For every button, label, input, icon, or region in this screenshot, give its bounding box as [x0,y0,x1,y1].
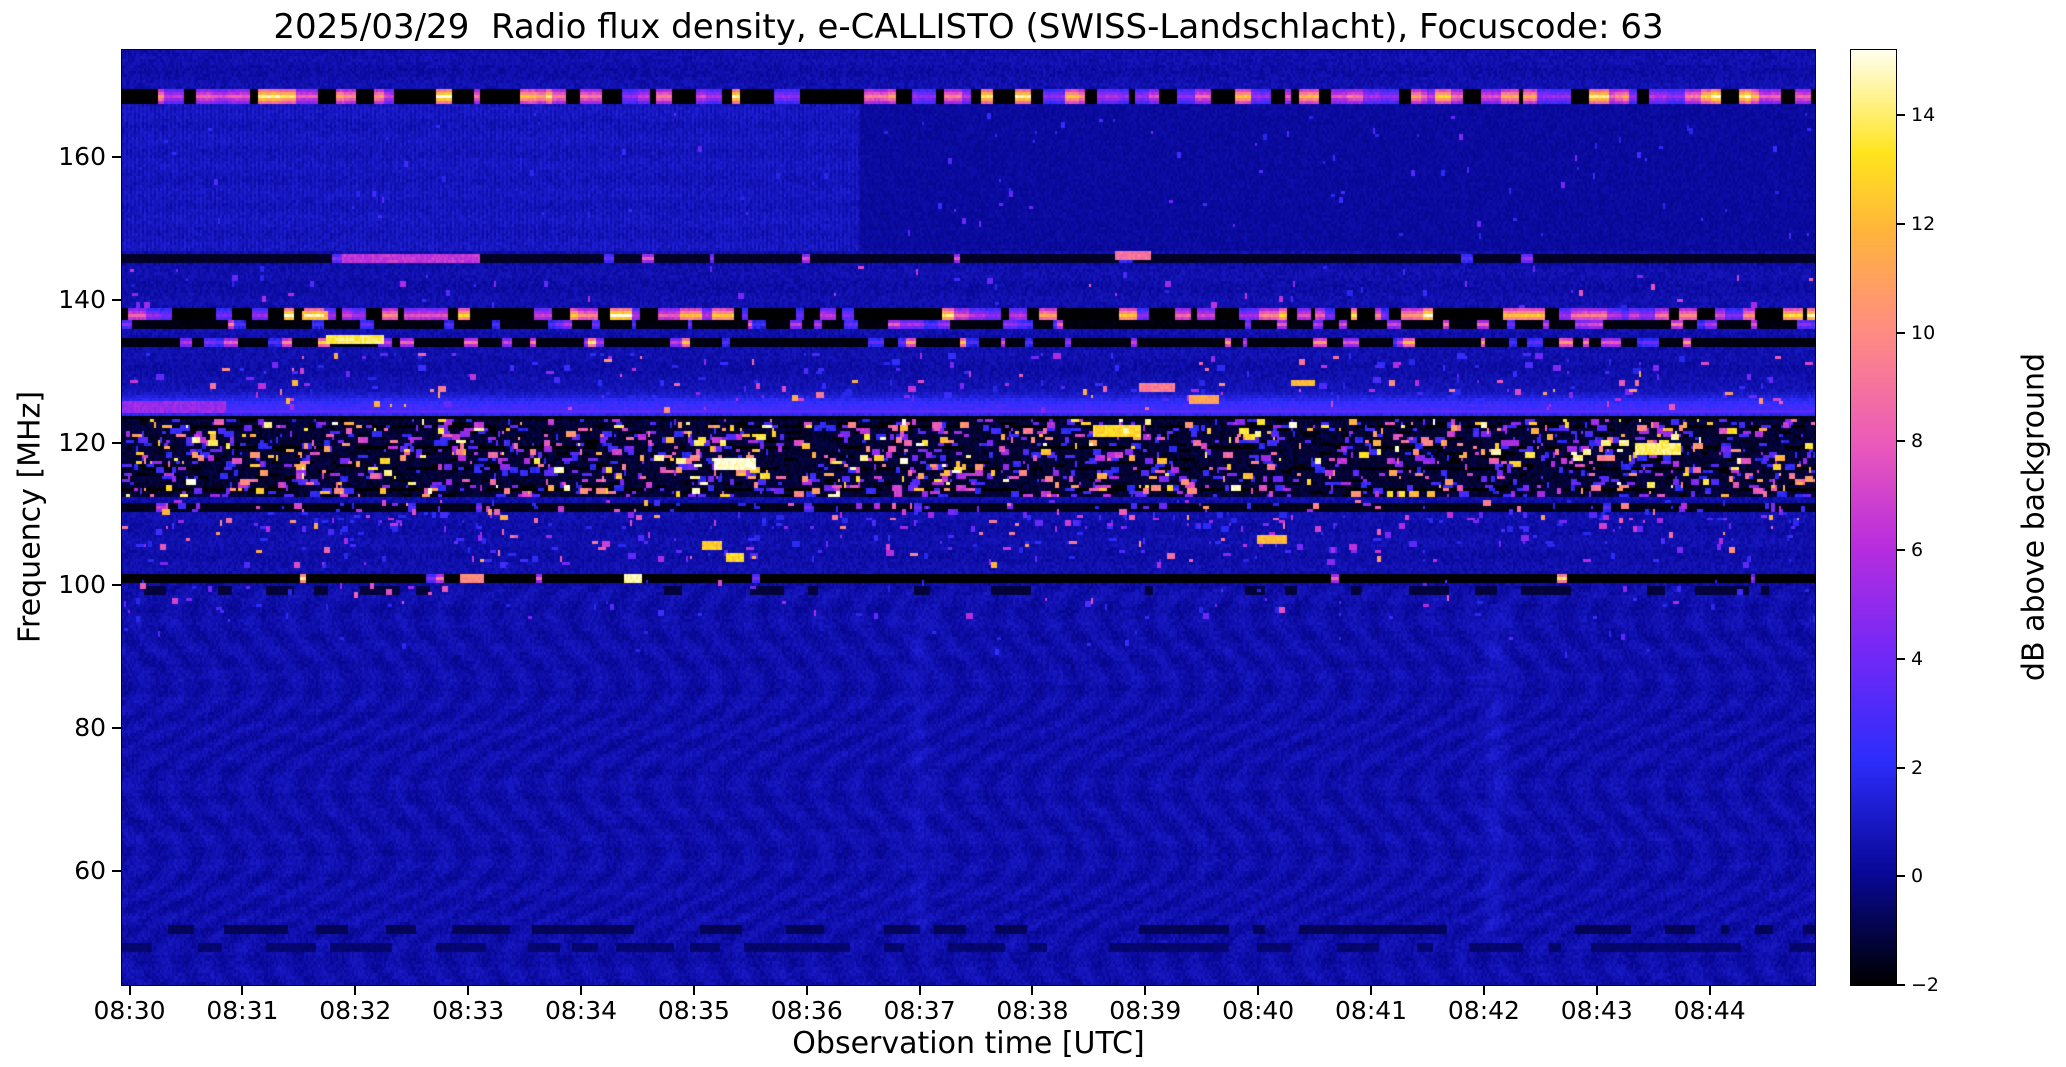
x-tick-mark [1144,986,1147,995]
x-tick-mark [1595,986,1598,995]
colorbar-tick-mark [1897,331,1905,334]
colorbar-tick-label: 2 [1911,756,1924,779]
y-tick-label: 140 [58,284,106,314]
x-tick-label: 08:31 [206,996,279,1025]
x-tick-mark [1708,986,1711,995]
y-tick-mark [112,869,121,872]
y-tick-mark [112,298,121,301]
plot-area [121,49,1816,986]
x-tick-label: 08:41 [1335,996,1408,1025]
x-tick-mark [1031,986,1034,995]
x-tick-mark [918,986,921,995]
y-tick-label: 160 [58,142,106,172]
x-tick-mark [467,986,470,995]
y-tick-mark [112,156,121,159]
x-tick-label: 08:43 [1560,996,1633,1025]
x-tick-mark [241,986,244,995]
colorbar-tick-mark [1897,114,1905,117]
colorbar-tick-label: −2 [1911,974,1940,996]
colorbar-tick-mark [1897,875,1905,878]
colorbar-tick-label: 8 [1911,430,1924,453]
colorbar-tick-label: 10 [1911,321,1936,344]
colorbar-tick-mark [1897,222,1905,225]
colorbar-tick-label: 12 [1911,212,1936,235]
colorbar-tick-label: 4 [1911,647,1924,670]
x-tick-mark [1257,986,1260,995]
colorbar-tick-label: 6 [1911,539,1924,562]
x-tick-label: 08:42 [1447,996,1520,1025]
x-tick-label: 08:44 [1673,996,1746,1025]
x-tick-label: 08:33 [432,996,505,1025]
x-tick-mark [354,986,357,995]
colorbar-tick-mark [1897,549,1905,552]
x-tick-label: 08:37 [883,996,956,1025]
x-tick-label: 08:38 [996,996,1069,1025]
colorbar [1850,49,1897,986]
spectrogram-heatmap [122,50,1815,985]
x-tick-label: 08:39 [1109,996,1182,1025]
colorbar-tick-label: 14 [1911,104,1936,127]
y-tick-label: 100 [58,570,106,600]
x-tick-label: 08:40 [1222,996,1295,1025]
colorbar-label: dB above background [2016,352,2052,682]
x-tick-mark [692,986,695,995]
y-tick-label: 120 [58,427,106,457]
x-tick-mark [1482,986,1485,995]
y-tick-mark [112,727,121,730]
colorbar-tick-mark [1897,440,1905,443]
x-tick-label: 08:30 [93,996,166,1025]
y-tick-mark [112,584,121,587]
x-tick-mark [579,986,582,995]
x-tick-mark [128,986,131,995]
colorbar-tick-label: 0 [1911,865,1924,888]
x-tick-label: 08:34 [544,996,618,1025]
colorbar-gradient [1851,50,1896,985]
x-tick-label: 08:32 [319,996,392,1025]
colorbar-tick-mark [1897,984,1905,986]
y-tick-label: 80 [74,713,106,743]
chart-title: 2025/03/29 Radio flux density, e-CALLIST… [273,7,1664,47]
colorbar-tick-mark [1897,766,1905,769]
colorbar-tick-mark [1897,657,1905,660]
x-tick-mark [805,986,808,995]
x-axis-label: Observation time [UTC] [792,1026,1145,1061]
y-tick-mark [112,441,121,444]
x-tick-label: 08:35 [657,996,730,1025]
x-tick-mark [1370,986,1373,995]
y-tick-label: 60 [74,855,106,885]
x-tick-label: 08:36 [770,996,843,1025]
